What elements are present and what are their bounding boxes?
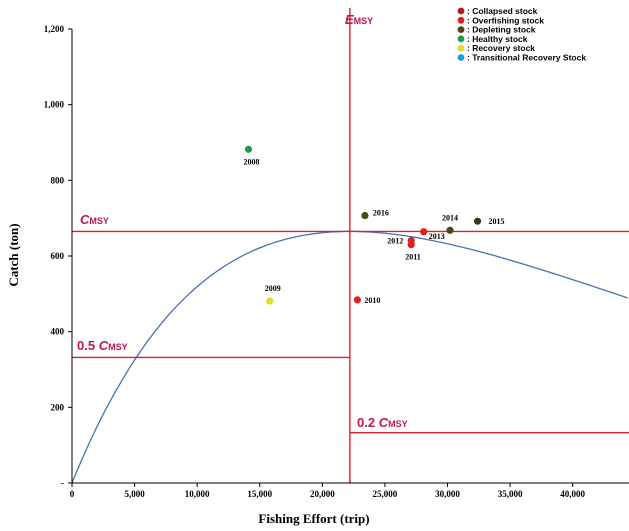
data-point-2009	[266, 297, 274, 305]
year-label-2009: 2009	[265, 284, 281, 293]
data-point-2013	[420, 228, 428, 236]
year-label-2008: 2008	[243, 157, 259, 166]
x-tick-label: 15,000	[247, 489, 272, 499]
y-tick-label: 1,000	[44, 100, 65, 110]
data-point-2012	[407, 236, 415, 245]
legend: : Collapsed stock: Overfishing stock: De…	[457, 6, 586, 63]
year-label-2011: 2011	[405, 253, 421, 262]
year-label-2016: 2016	[373, 209, 389, 218]
x-tick-label: 35,000	[498, 489, 523, 499]
y-tick-label: 600	[51, 251, 65, 261]
reference-lines	[72, 8, 629, 483]
data-point-2014	[446, 226, 454, 234]
data-point-2008	[244, 145, 253, 153]
legend-marker	[457, 44, 465, 52]
y-tick-label: 1,200	[44, 24, 65, 34]
x-tick-label: 25,000	[373, 489, 398, 499]
x-tick-label: 30,000	[435, 489, 460, 499]
y-ticks: - 200 400 600 800 1,000 1,200	[44, 24, 72, 488]
year-label-2013: 2013	[429, 232, 445, 241]
year-label-2010: 2010	[364, 296, 380, 305]
x-axis-title: Fishing Effort (trip)	[258, 511, 369, 526]
c-msy-label: CMSY	[80, 212, 109, 227]
data-point-2010	[353, 296, 361, 304]
y-tick-label: 800	[51, 175, 65, 185]
legend-label: : Overfishing stock	[467, 15, 544, 25]
x-tick-label: 0	[70, 489, 75, 499]
x-ticks: 0 5,000 10,000 15,000 20,000 25,000 30,000 35,0…	[70, 483, 586, 499]
x-tick-label: 40,000	[560, 489, 585, 499]
half-c-msy-label: 0.5 CMSY	[77, 338, 128, 353]
y-tick-label: 400	[51, 327, 65, 337]
legend-marker	[457, 7, 465, 15]
x-tick-label: 10,000	[185, 489, 210, 499]
fifth-c-msy-label: 0.2 CMSY	[357, 415, 408, 430]
legend-marker	[457, 16, 465, 24]
data-point-2015	[473, 217, 482, 225]
year-label-2012: 2012	[387, 236, 403, 245]
legend-label: : Transitional Recovery Stock	[467, 53, 586, 63]
legend-label: : Recovery stock	[467, 43, 535, 53]
e-msy-label: EMSY	[345, 12, 373, 27]
legend-label: : Healthy stock	[467, 34, 528, 44]
year-label-2015: 2015	[489, 217, 505, 226]
legend-marker	[457, 35, 465, 43]
legend-marker	[457, 54, 465, 61]
y-axis-title: Catch (ton)	[6, 223, 21, 286]
y-tick-label: 200	[51, 402, 65, 412]
data-point-2016	[361, 211, 369, 220]
year-label-2014: 2014	[442, 213, 458, 222]
y-tick-label: -	[61, 478, 64, 488]
x-tick-label: 5,000	[124, 489, 145, 499]
x-tick-label: 20,000	[310, 489, 335, 499]
legend-label: : Depleting stock	[467, 25, 536, 35]
legend-label: : Collapsed stock	[467, 6, 538, 16]
legend-marker	[457, 26, 465, 33]
